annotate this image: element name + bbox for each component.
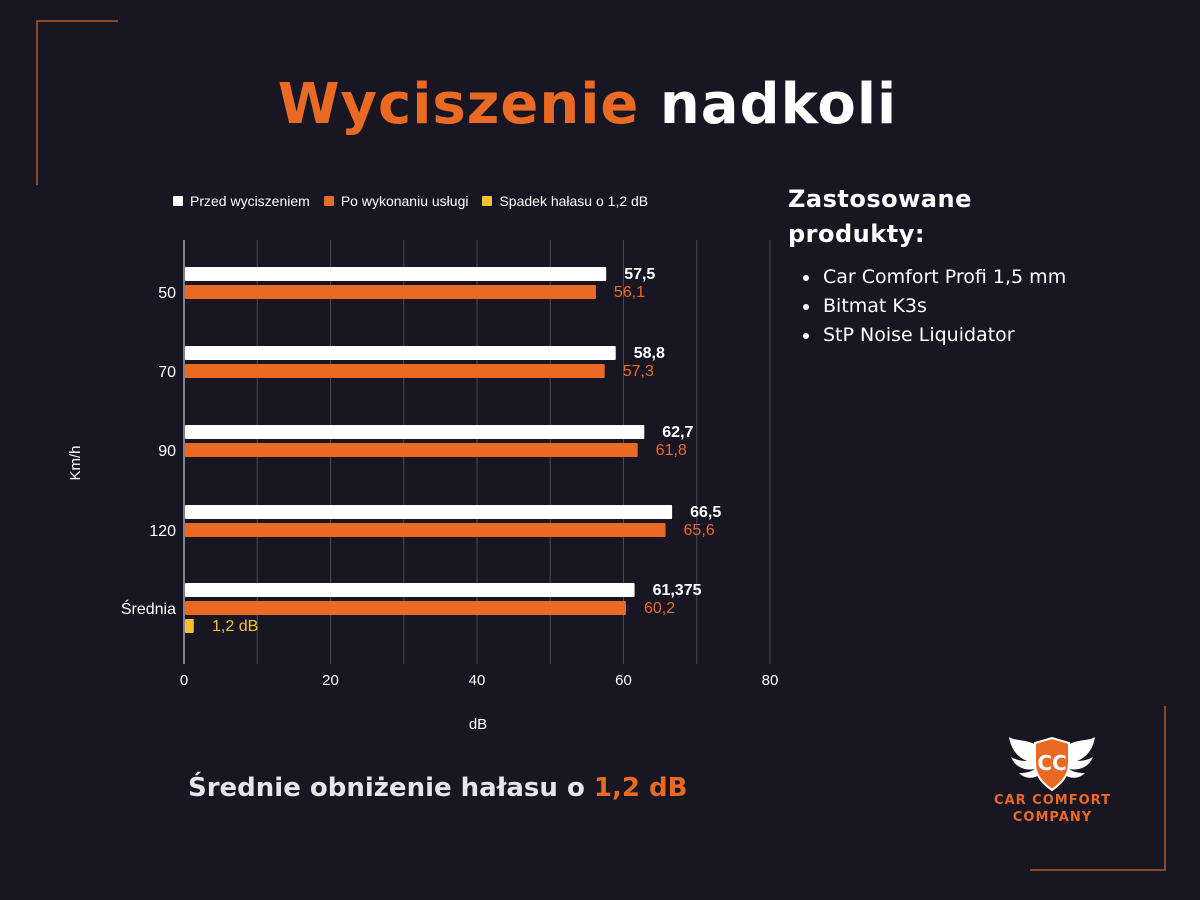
category-label: Średnia <box>121 599 176 618</box>
logo-line1: CAR COMFORT <box>994 793 1111 808</box>
page-title: Wyciszenie nadkoli <box>0 72 1175 137</box>
category-label: 90 <box>158 443 176 460</box>
x-tick-label: 0 <box>180 672 188 689</box>
legend-label-after: Po wykonaniu usługi <box>340 193 469 209</box>
data-label: 57,5 <box>624 266 655 283</box>
x-tick-label: 80 <box>762 672 779 689</box>
data-label: 61,8 <box>656 442 687 459</box>
x-tick-label: 40 <box>469 672 486 689</box>
data-label: 65,6 <box>684 522 715 539</box>
bar-after <box>185 443 638 457</box>
bar-after <box>185 364 605 378</box>
legend-swatch-after <box>323 196 334 206</box>
products-list: Car Comfort Profi 1,5 mm Bitmat K3s StP … <box>803 263 1066 350</box>
bar-after <box>185 285 596 299</box>
summary-value: 1,2 dB <box>593 773 688 803</box>
summary-text: Średnie obniżenie hałasu o 1,2 dB <box>188 773 687 803</box>
bar-after <box>185 601 626 615</box>
winged-shield-icon: CC <box>1009 736 1095 792</box>
bar-drop <box>185 619 194 633</box>
category-label: 120 <box>149 523 176 540</box>
data-label: 61,375 <box>653 582 702 599</box>
y-axis-title: Km/h <box>67 445 84 480</box>
frame-corner-bottom-right-v <box>1164 706 1166 871</box>
product-item: Car Comfort Profi 1,5 mm <box>803 263 1066 292</box>
frame-corner-top-left-h <box>36 20 118 22</box>
bar-before <box>185 583 635 597</box>
x-tick-label: 20 <box>322 672 339 689</box>
logo-line2: COMPANY <box>1012 810 1093 825</box>
legend-swatch-drop <box>482 196 493 206</box>
category-label: 50 <box>158 285 176 302</box>
data-label: 66,5 <box>690 504 721 521</box>
bar-before <box>185 267 607 281</box>
data-label: 56,1 <box>614 284 645 301</box>
legend-swatch-before <box>173 196 183 206</box>
title-accent: Wyciszenie <box>277 72 640 137</box>
x-axis-title: dB <box>469 716 487 733</box>
products-heading: Zastosowane produkty: <box>788 182 1148 252</box>
summary-label: Średnie obniżenie hałasu o <box>188 773 585 803</box>
frame-corner-top-left-v <box>36 20 38 185</box>
legend-label-before: Przed wyciszeniem <box>190 193 310 209</box>
data-label: 57,3 <box>623 363 654 380</box>
category-label: 70 <box>158 364 176 381</box>
data-label: 58,8 <box>634 345 665 362</box>
products-heading-line1: Zastosowane <box>788 185 972 213</box>
data-label: 1,2 dB <box>212 618 258 635</box>
bar-chart: 0 20 40 60 80 dB Km/h 50 57,556,1 70 58,857,3 90 62,… <box>67 240 779 733</box>
bar-after <box>185 523 666 537</box>
chart-legend: Przed wyciszeniem Po wykonaniu usługi Sp… <box>173 192 648 210</box>
frame-corner-bottom-right-h <box>1030 869 1166 871</box>
x-tick-label: 60 <box>615 672 632 689</box>
company-logo: CC CAR COMFORT COMPANY <box>970 735 1135 830</box>
logo-mark-letters: CC <box>1037 751 1066 775</box>
product-item: StP Noise Liquidator <box>803 321 1066 350</box>
data-label: 62,7 <box>662 424 693 441</box>
title-rest: nadkoli <box>659 72 898 137</box>
product-item: Bitmat K3s <box>803 292 1066 321</box>
legend-item-before: Przed wyciszeniem <box>173 193 310 209</box>
bar-before <box>185 346 616 360</box>
bar-before <box>185 505 673 519</box>
legend-label-drop: Spadek hałasu o 1,2 dB <box>499 193 649 209</box>
legend-item-after: Po wykonaniu usługi <box>323 193 469 209</box>
legend-item-drop: Spadek hałasu o 1,2 dB <box>482 193 648 209</box>
products-heading-line2: produkty: <box>788 220 925 248</box>
data-label: 60,2 <box>644 600 675 617</box>
bar-before <box>185 425 645 439</box>
